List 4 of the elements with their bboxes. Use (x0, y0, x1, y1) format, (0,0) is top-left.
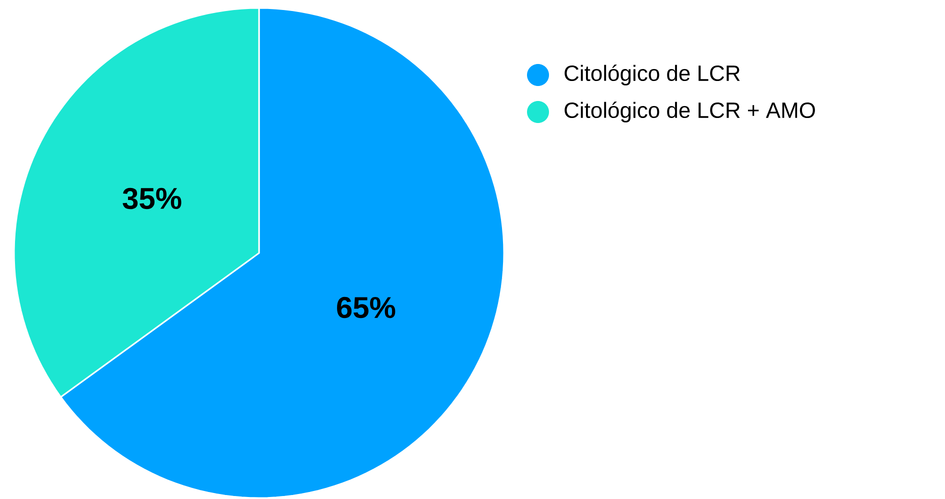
legend-label: Citológico de LCR (564, 64, 740, 86)
data-label: 35% (122, 188, 182, 210)
data-label: 65% (337, 297, 396, 318)
legend-label: Citológico de LCR + AMO (564, 102, 815, 123)
